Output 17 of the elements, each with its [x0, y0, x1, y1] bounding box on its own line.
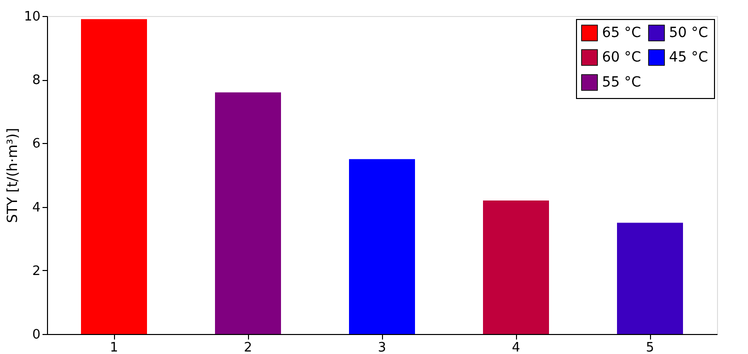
y-tick-label: 10 [24, 10, 40, 24]
x-tick-label: 2 [244, 340, 252, 354]
legend-label: 45 °C [669, 50, 708, 66]
y-tick-label: 0 [32, 328, 40, 342]
legend-label: 65 °C [602, 24, 642, 41]
y-axis-title: STY [t/(h·m³)] [4, 128, 21, 224]
y-tick-label: 8 [32, 73, 40, 88]
legend-label: 60 °C [602, 50, 642, 66]
x-tick-label: 5 [646, 340, 654, 354]
legend-label: 50 °C [669, 24, 708, 41]
x-tick-label: 3 [378, 340, 386, 354]
y-tick-label: 4 [32, 200, 40, 216]
y-tick-label: 2 [32, 264, 40, 279]
legend-label: 55 °C [602, 74, 642, 90]
x-tick-label: 1 [110, 340, 118, 354]
x-tick-label: 4 [512, 340, 520, 354]
y-tick-label: 6 [32, 136, 40, 152]
